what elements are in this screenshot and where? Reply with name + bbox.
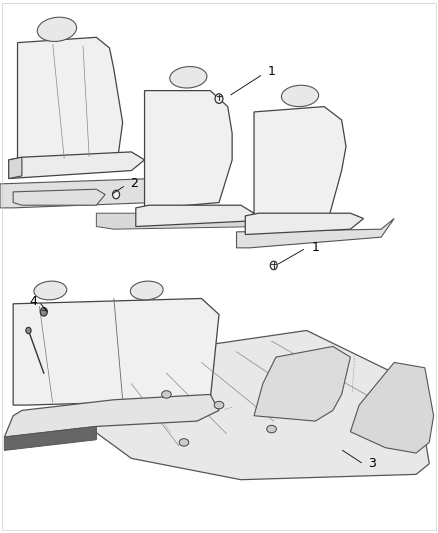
Polygon shape (13, 189, 105, 205)
Text: 4: 4 (29, 295, 37, 308)
Ellipse shape (37, 17, 77, 42)
Ellipse shape (131, 281, 163, 300)
Ellipse shape (215, 94, 223, 103)
Polygon shape (18, 37, 123, 160)
Polygon shape (9, 157, 22, 179)
Polygon shape (254, 107, 346, 219)
Polygon shape (4, 394, 219, 437)
Text: 1: 1 (311, 241, 319, 254)
Text: 3: 3 (368, 457, 376, 470)
Polygon shape (237, 219, 394, 248)
Ellipse shape (34, 281, 67, 300)
Text: 1: 1 (268, 66, 276, 78)
Polygon shape (13, 298, 219, 405)
Ellipse shape (170, 67, 207, 88)
Ellipse shape (267, 425, 276, 433)
Ellipse shape (40, 308, 47, 316)
Polygon shape (245, 213, 364, 235)
Polygon shape (145, 91, 232, 208)
Text: 2: 2 (130, 177, 138, 190)
Ellipse shape (162, 391, 171, 398)
Ellipse shape (214, 401, 224, 409)
Ellipse shape (113, 190, 120, 199)
Polygon shape (88, 330, 429, 480)
Polygon shape (0, 171, 166, 208)
Polygon shape (350, 362, 434, 453)
Ellipse shape (179, 439, 189, 446)
Ellipse shape (270, 261, 277, 270)
Polygon shape (9, 152, 145, 179)
Polygon shape (254, 346, 350, 421)
Polygon shape (136, 205, 254, 227)
Ellipse shape (282, 85, 318, 107)
Polygon shape (4, 426, 96, 450)
Polygon shape (96, 208, 280, 229)
Ellipse shape (26, 327, 31, 334)
